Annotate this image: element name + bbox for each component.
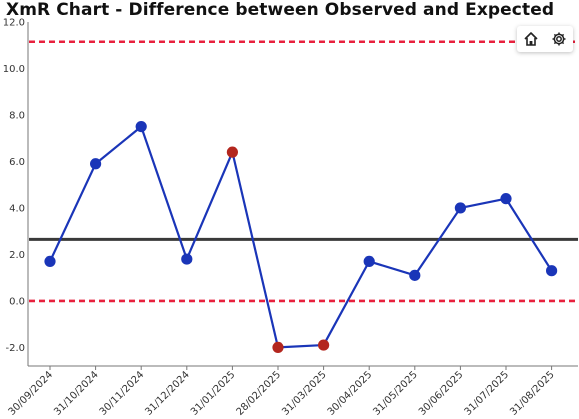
gear-icon xyxy=(552,32,566,46)
x-tick-label: 30/09/2024 xyxy=(7,369,56,418)
x-tick-label: 31/01/2025 xyxy=(189,369,238,418)
special-cause-point xyxy=(318,339,330,351)
x-tick-label: 31/10/2024 xyxy=(52,369,101,418)
y-tick-label: 0.0 xyxy=(9,296,25,307)
x-tick-label: 31/08/2025 xyxy=(508,369,557,418)
series xyxy=(44,120,558,354)
data-point xyxy=(454,202,466,214)
home-icon xyxy=(524,32,538,46)
x-tick-label: 30/06/2025 xyxy=(417,369,466,418)
x-tick-label: 30/04/2025 xyxy=(326,369,375,418)
x-tick-label: 31/07/2025 xyxy=(463,369,512,418)
y-tick-label: 6.0 xyxy=(9,157,25,168)
y-tick-label: -2.0 xyxy=(5,343,25,354)
data-point xyxy=(181,253,193,265)
data-point xyxy=(90,158,102,170)
data-point xyxy=(135,120,147,133)
x-tick-label: 31/03/2025 xyxy=(280,369,329,418)
data-point xyxy=(546,265,558,277)
data-point xyxy=(363,255,375,268)
series-line xyxy=(49,125,553,349)
x-axis: 30/09/202431/10/202430/11/202431/12/2024… xyxy=(7,365,578,418)
x-tick-label: 30/11/2024 xyxy=(98,369,147,418)
x-tick-label: 28/02/2025 xyxy=(235,369,284,418)
data-point xyxy=(500,193,512,205)
x-tick-label: 31/05/2025 xyxy=(371,369,420,418)
y-axis: -2.0 0.0 2.0 4.0 6.0 8.0 10.0 12.0 xyxy=(3,18,29,366)
y-tick-label: 12.0 xyxy=(3,18,25,29)
y-tick-label: 4.0 xyxy=(9,203,25,214)
settings-button[interactable] xyxy=(548,28,570,50)
data-point xyxy=(409,269,421,281)
data-point xyxy=(44,255,56,268)
special-cause-point xyxy=(226,146,238,158)
chart-toolbar xyxy=(517,26,573,52)
x-tick-label: 31/12/2024 xyxy=(143,369,192,418)
y-tick-label: 8.0 xyxy=(9,110,25,121)
y-tick-label: 10.0 xyxy=(3,64,25,75)
y-tick-label: 2.0 xyxy=(9,250,25,261)
special-cause-point xyxy=(272,341,284,354)
reference-lines xyxy=(29,40,578,303)
chart-title: XmR Chart - Difference between Observed … xyxy=(6,0,555,20)
home-button[interactable] xyxy=(520,28,542,50)
